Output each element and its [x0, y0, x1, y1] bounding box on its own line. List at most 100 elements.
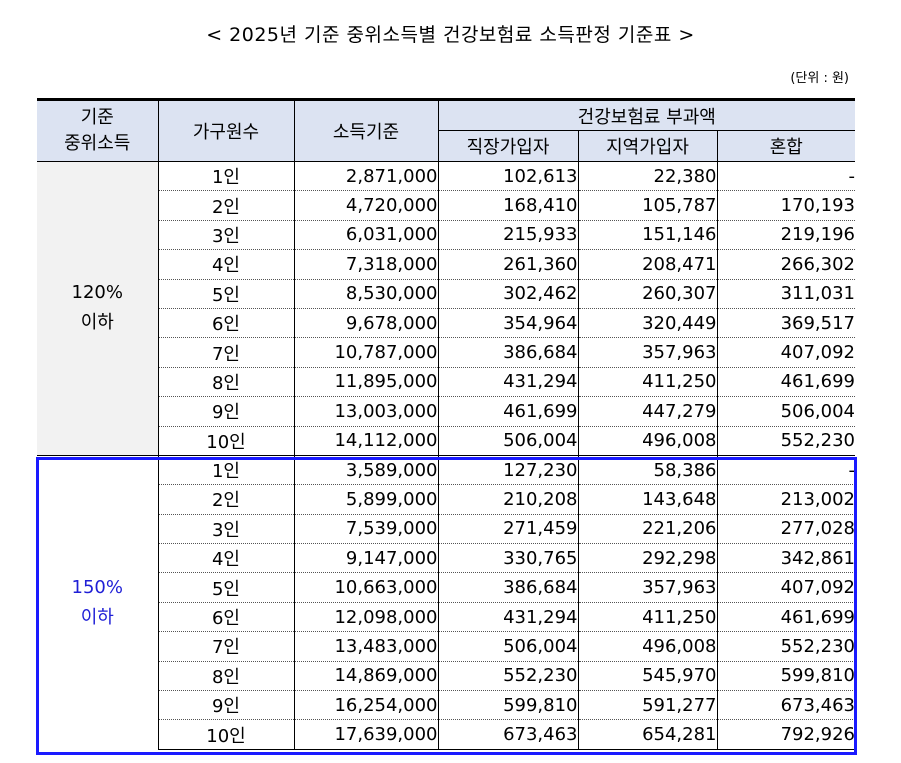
workplace-cell: 599,810	[438, 690, 579, 721]
household-cell: 5인	[158, 279, 295, 309]
table-row: 6인 12,098,000 431,294 411,250 461,699	[37, 602, 855, 633]
workplace-cell: 552,230	[438, 661, 579, 692]
workplace-cell: 673,463	[438, 719, 579, 750]
regional-cell: 143,648	[578, 484, 718, 515]
workplace-cell: 102,613	[438, 161, 579, 192]
workplace-cell: 506,004	[438, 631, 579, 662]
table-row: 7인 13,483,000 506,004 496,008 552,230	[37, 631, 855, 662]
table-row: 10인 14,112,000 506,004 496,008 552,230	[37, 426, 855, 456]
workplace-cell: 215,933	[438, 220, 579, 251]
table-row: 3인 7,539,000 271,459 221,206 277,028	[37, 514, 855, 545]
workplace-cell: 386,684	[438, 572, 579, 603]
regional-cell: 357,963	[578, 337, 718, 368]
mixed-cell: 311,031	[717, 279, 855, 309]
household-cell: 4인	[158, 249, 295, 280]
household-cell: 6인	[158, 602, 295, 633]
workplace-cell: 330,765	[438, 543, 579, 574]
regional-cell: 292,298	[578, 543, 718, 574]
income-cell: 9,147,000	[294, 543, 439, 574]
mixed-cell: 277,028	[717, 514, 855, 545]
workplace-cell: 271,459	[438, 514, 579, 545]
table-row: 3인 6,031,000 215,933 151,146 219,196	[37, 220, 855, 251]
workplace-cell: 386,684	[438, 337, 579, 368]
household-cell: 10인	[158, 426, 295, 456]
income-cell: 10,663,000	[294, 572, 439, 603]
mixed-cell: 599,810	[717, 661, 855, 692]
income-cell: 8,530,000	[294, 279, 439, 309]
household-cell: 2인	[158, 190, 295, 221]
household-cell: 9인	[158, 396, 295, 427]
income-cell: 9,678,000	[294, 308, 439, 339]
regional-cell: 591,277	[578, 690, 718, 721]
income-cell: 14,112,000	[294, 426, 439, 456]
regional-cell: 320,449	[578, 308, 718, 339]
table-row: 150% 이하 1인 3,589,000 127,230 58,386-	[37, 455, 855, 750]
header-regional: 지역가입자	[578, 130, 718, 162]
income-cell: 13,003,000	[294, 396, 439, 427]
household-cell: 8인	[158, 661, 295, 692]
table-row: 2인 4,720,000 168,410 105,787 170,193	[37, 190, 855, 221]
workplace-cell: 431,294	[438, 367, 579, 398]
workplace-cell: 210,208	[438, 484, 579, 515]
income-cell: 12,098,000	[294, 602, 439, 633]
income-criteria-table: 기준 중위소득 가구원수 소득기준 건강보험료 부과액 직장가입자 지역가입자 …	[37, 98, 855, 750]
mixed-cell: -	[717, 455, 855, 486]
household-cell: 7인	[158, 337, 295, 368]
page-title: < 2025년 기준 중위소득별 건강보험료 소득판정 기준표 >	[206, 24, 695, 46]
table-row: 5인 10,663,000 386,684 357,963 407,092	[37, 572, 855, 603]
table-row: 9인 16,254,000 599,810 591,277 673,463	[37, 690, 855, 721]
income-cell: 7,318,000	[294, 249, 439, 280]
mixed-cell: 342,861	[717, 543, 855, 574]
mixed-cell: 552,230	[717, 631, 855, 662]
household-cell: 7인	[158, 631, 295, 662]
regional-cell: 411,250	[578, 367, 718, 398]
mixed-cell: 461,699	[717, 602, 855, 633]
mixed-cell: 407,092	[717, 337, 855, 368]
table-row: 7인 10,787,000 386,684 357,963 407,092	[37, 337, 855, 368]
income-cell: 16,254,000	[294, 690, 439, 721]
regional-cell: 496,008	[578, 426, 718, 456]
table-row: 4인 9,147,000 330,765 292,298 342,861	[37, 543, 855, 574]
household-cell: 6인	[158, 308, 295, 339]
group-label: 120% 이하	[37, 161, 159, 456]
income-cell: 14,869,000	[294, 661, 439, 692]
regional-cell: 654,281	[578, 719, 718, 750]
mixed-cell: 369,517	[717, 308, 855, 339]
income-cell: 13,483,000	[294, 631, 439, 662]
mixed-cell: 170,193	[717, 190, 855, 221]
regional-cell: 22,380	[578, 161, 718, 192]
table-row: 120% 이하 1인 2,871,000 102,613 22,380-	[37, 161, 855, 456]
workplace-cell: 168,410	[438, 190, 579, 221]
regional-cell: 58,386	[578, 455, 718, 486]
regional-cell: 151,146	[578, 220, 718, 251]
workplace-cell: 127,230	[438, 455, 579, 486]
mixed-cell: 792,926	[717, 719, 855, 750]
workplace-cell: 461,699	[438, 396, 579, 427]
household-cell: 2인	[158, 484, 295, 515]
table-row: 8인 14,869,000 552,230 545,970 599,810	[37, 661, 855, 692]
household-cell: 4인	[158, 543, 295, 574]
workplace-cell: 261,360	[438, 249, 579, 280]
household-cell: 8인	[158, 367, 295, 398]
header-median-income: 기준 중위소득	[37, 98, 159, 162]
workplace-cell: 302,462	[438, 279, 579, 309]
header-premium: 건강보험료 부과액	[438, 98, 855, 131]
workplace-cell: 506,004	[438, 426, 579, 456]
mixed-cell: 213,002	[717, 484, 855, 515]
household-cell: 9인	[158, 690, 295, 721]
income-cell: 10,787,000	[294, 337, 439, 368]
table-row: 5인 8,530,000 302,462 260,307 311,031	[37, 279, 855, 309]
workplace-cell: 431,294	[438, 602, 579, 633]
table-row: 6인 9,678,000 354,964 320,449 369,517	[37, 308, 855, 339]
household-cell: 10인	[158, 719, 295, 750]
income-cell: 5,899,000	[294, 484, 439, 515]
income-cell: 7,539,000	[294, 514, 439, 545]
regional-cell: 105,787	[578, 190, 718, 221]
table-row: 8인 11,895,000 431,294 411,250 461,699	[37, 367, 855, 398]
workplace-cell: 354,964	[438, 308, 579, 339]
mixed-cell: 461,699	[717, 367, 855, 398]
mixed-cell: 407,092	[717, 572, 855, 603]
mixed-cell: 506,004	[717, 396, 855, 427]
regional-cell: 221,206	[578, 514, 718, 545]
regional-cell: 411,250	[578, 602, 718, 633]
